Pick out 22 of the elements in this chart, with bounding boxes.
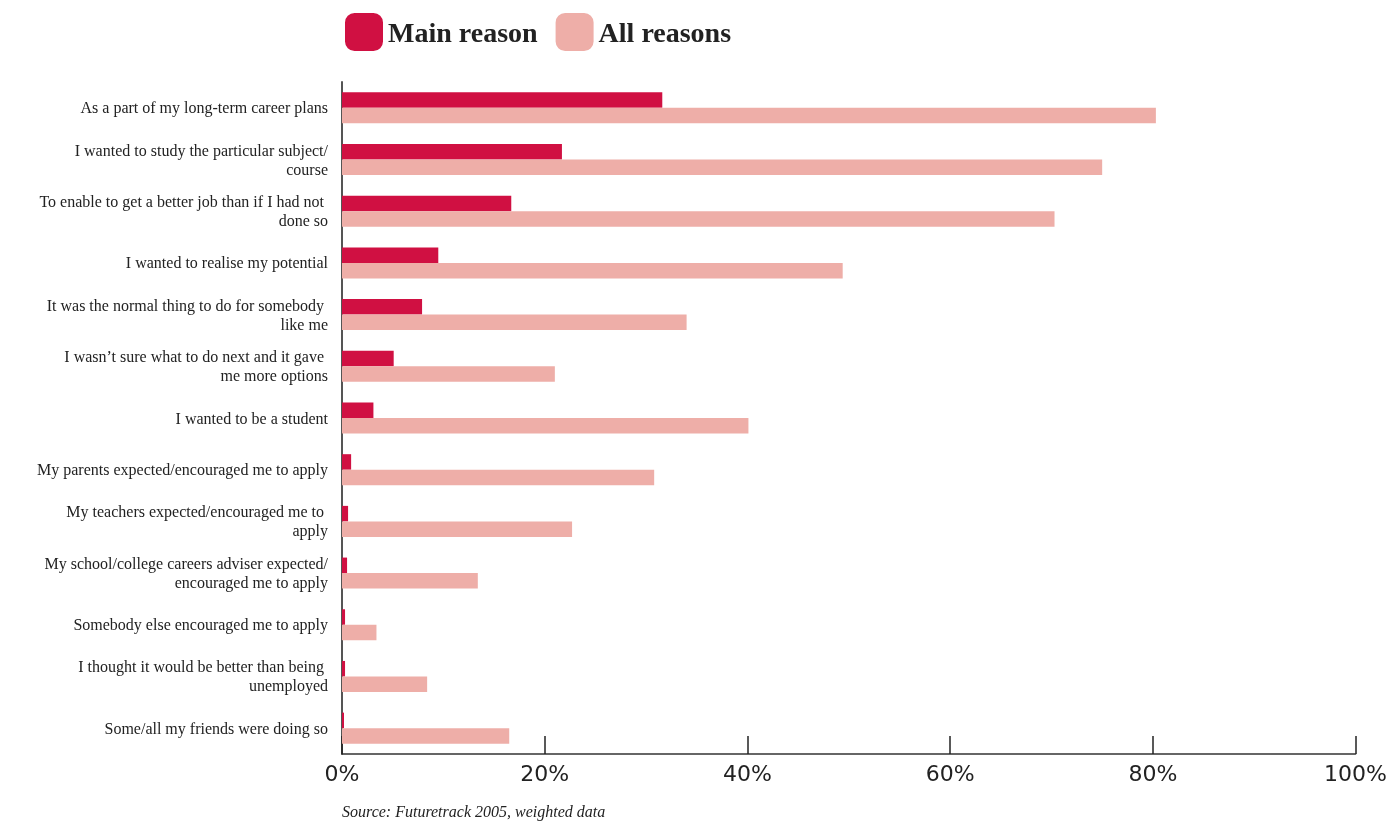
y-tick-label: My parents expected/encouraged me to apply [37,461,328,480]
y-tick-label: I wanted to realise my potential [125,254,329,273]
y-tick-label: I wanted to study the particular subject/course [74,141,329,178]
legend-label: Main reason [388,16,539,48]
source-note: Source: Futuretrack 2005, weighted data [342,802,606,821]
y-tick-label: Somebody else encouraged me to apply [73,616,328,635]
x-tick-label: 20% [520,760,570,786]
x-tick-label: 40% [722,760,772,786]
y-tick-label: My school/college careers adviser expected/encouraged me to apply [44,555,329,593]
y-tick-label: I wasn’t sure what to do next and it gave me more options [64,348,328,386]
y-tick-label: It was the normal thing to do for somebody like me [46,296,328,333]
x-tick-label: 0% [324,760,360,786]
legend-label: All reasons [598,16,732,48]
x-tick-label: 80% [1128,760,1178,786]
y-tick-label: My teachers expected/encouraged me to apply [66,503,328,541]
x-tick-label: 60% [925,760,975,786]
y-tick-label: I wanted to be a student [175,409,329,427]
y-tick-label: As a part of my long-term career plans [80,99,328,118]
y-tick-label: Some/all my friends were doing so [104,719,328,738]
x-tick-label: 100% [1324,760,1388,786]
y-tick-label: To enable to get a better job than if I had not done so [39,193,328,230]
y-tick-label: I thought it would be better than being unemployed [78,658,328,696]
